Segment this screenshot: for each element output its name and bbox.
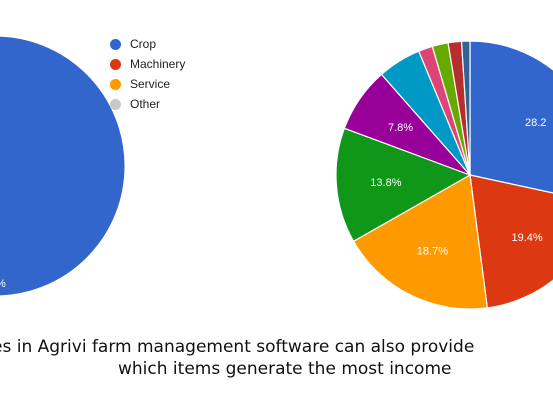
legend-swatch bbox=[110, 78, 121, 90]
caption-line-2: which items generate the most income bbox=[118, 359, 452, 379]
left-pie-chart: % bbox=[0, 35, 126, 297]
legend-item-crop: Crop bbox=[110, 34, 185, 54]
legend-swatch bbox=[110, 58, 121, 70]
left-pie-slice-label: % bbox=[0, 278, 6, 290]
right-pie-chart: 28.2 19.4% 18.7% 13.8% 7.8% bbox=[335, 40, 553, 310]
caption-line-1: es in Agrivi farm management software ca… bbox=[0, 337, 475, 357]
legend-item-machinery: Machinery bbox=[110, 54, 185, 74]
right-pie-slice-2 bbox=[469, 174, 553, 309]
legend-swatch bbox=[110, 38, 121, 50]
legend: Crop Machinery Service Other bbox=[110, 34, 185, 114]
left-pie-slice-crop bbox=[0, 35, 126, 297]
right-pie-slice-label-1: 28.2 bbox=[525, 117, 546, 129]
legend-label: Other bbox=[130, 97, 161, 111]
legend-item-other: Other bbox=[110, 94, 185, 114]
right-pie-slice-label-5: 7.8% bbox=[388, 122, 413, 134]
right-pie-slice-label-3: 18.7% bbox=[417, 246, 448, 258]
legend-label: Crop bbox=[130, 37, 157, 51]
legend-label: Service bbox=[130, 77, 171, 91]
right-pie-slice-4 bbox=[335, 127, 472, 243]
legend-label: Machinery bbox=[130, 57, 186, 71]
right-pie-slice-10 bbox=[460, 40, 471, 176]
right-pie-slice-label-2: 19.4% bbox=[511, 232, 542, 244]
legend-swatch bbox=[110, 98, 121, 110]
right-pie-slice-1 bbox=[469, 40, 553, 194]
legend-item-service: Service bbox=[110, 74, 185, 94]
right-pie-slice-label-4: 13.8% bbox=[370, 177, 401, 189]
right-pie-slice-3 bbox=[352, 174, 489, 310]
